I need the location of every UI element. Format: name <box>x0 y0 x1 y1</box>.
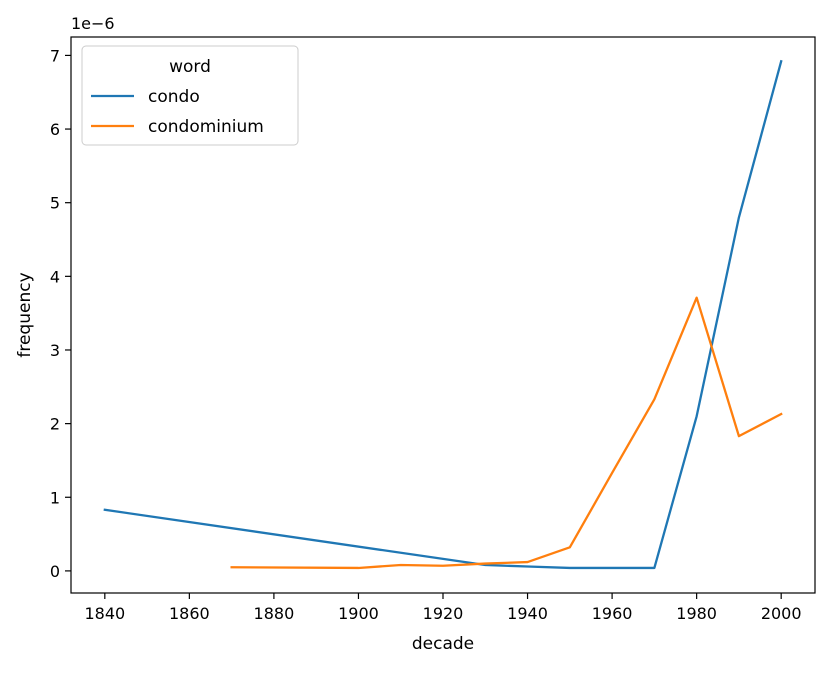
x-tick-label: 1960 <box>592 604 633 623</box>
y-tick-label: 1 <box>50 488 60 507</box>
series-line-condominium <box>230 296 783 570</box>
x-tick-label: 1920 <box>423 604 464 623</box>
x-tick-label: 1860 <box>169 604 210 623</box>
x-tick-label: 1840 <box>84 604 125 623</box>
legend-title: word <box>169 57 211 77</box>
y-tick-label: 2 <box>50 415 60 434</box>
y-tick-label: 7 <box>50 46 60 65</box>
y-tick-label: 3 <box>50 341 60 360</box>
x-tick-label: 1940 <box>507 604 548 623</box>
x-axis-label: decade <box>412 634 474 654</box>
y-axis-ticks: 0 1 2 3 4 5 6 7 <box>50 46 71 581</box>
y-axis-scale-label: 1e−6 <box>71 14 115 33</box>
legend-label-condominium: condominium <box>148 117 264 137</box>
x-tick-label: 1880 <box>254 604 295 623</box>
y-tick-label: 4 <box>50 267 60 286</box>
series-layer <box>103 59 783 570</box>
y-tick-label: 5 <box>50 194 60 213</box>
legend: word condo condominium <box>81 45 299 146</box>
x-tick-label: 1980 <box>676 604 717 623</box>
legend-items: condo condominium <box>91 87 264 137</box>
x-tick-label: 1900 <box>338 604 379 623</box>
x-axis-ticks: 1840 1860 1880 1900 1920 1940 1960 1980 2000 <box>84 593 802 623</box>
series-line-condo <box>103 59 783 570</box>
x-tick-label: 2000 <box>761 604 802 623</box>
legend-label-condo: condo <box>148 87 200 107</box>
y-tick-label: 0 <box>50 562 60 581</box>
legend-box <box>81 45 299 146</box>
y-axis-label: frequency <box>15 272 35 357</box>
y-tick-label: 6 <box>50 120 60 139</box>
